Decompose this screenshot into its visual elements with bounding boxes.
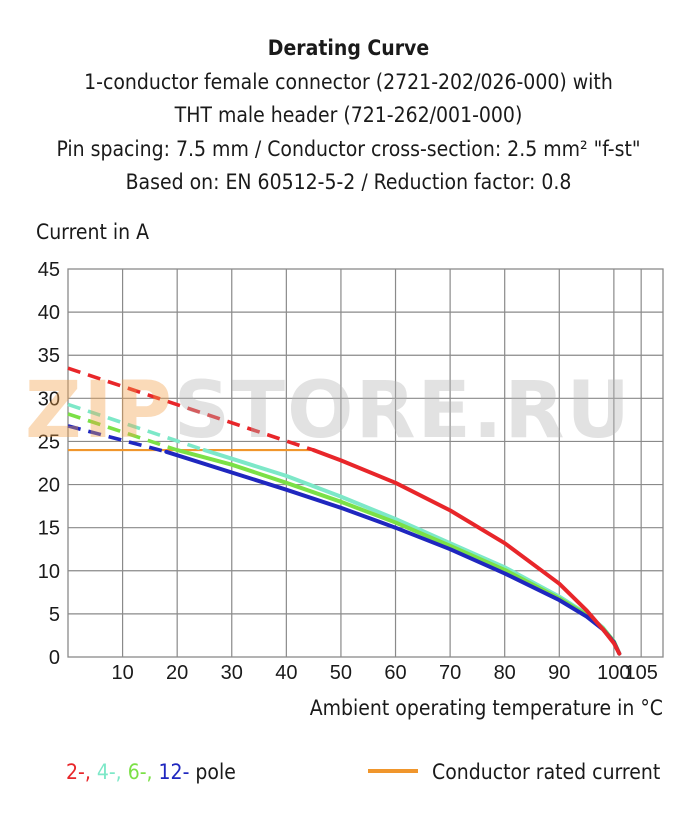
y-tick-label: 35: [38, 345, 60, 367]
legend-pole-2: 2-,: [66, 760, 91, 784]
chart-title-block: Derating Curve 1-conductor female connec…: [0, 32, 697, 200]
chart-ticks: 0 5 10 15 20 25 30 35 40 45 10 20 30 40 50 60 70 80 90 1001…: [38, 259, 658, 684]
x-tick-label: 100: [597, 662, 630, 684]
y-tick-label: 10: [38, 561, 60, 583]
legend-pole-4: 4-,: [96, 760, 122, 784]
y-tick-label: 0: [49, 647, 60, 669]
series-6pole-line: [175, 448, 622, 656]
x-tick-label: 20: [166, 662, 188, 684]
x-tick-label: 105: [624, 662, 657, 684]
x-tick-label: 80: [494, 662, 516, 684]
legend-rated-label: Conductor rated current: [432, 760, 661, 784]
x-tick-label: 30: [221, 662, 243, 684]
x-tick-label: 90: [548, 662, 570, 684]
chart-title: Derating Curve: [267, 36, 430, 60]
x-tick-label: 50: [330, 662, 352, 684]
watermark-part-b: STORE.RU: [173, 366, 632, 456]
legend-pole-6: 6-,: [127, 760, 153, 784]
y-tick-label: 25: [38, 431, 60, 453]
legend-poles: 2-, 4-, 6-, 12- pole: [66, 760, 236, 784]
legend-pole-12: 12-: [158, 760, 190, 784]
y-tick-label: 30: [38, 388, 60, 410]
y-tick-label: 45: [38, 259, 60, 281]
chart-subtitle-line-2: THT male header (721-262/001-000): [174, 103, 523, 127]
plot-frame: [67, 268, 664, 658]
x-tick-label: 60: [384, 662, 406, 684]
watermark-part-a: ZIP: [25, 366, 174, 456]
y-tick-label: 15: [38, 518, 60, 540]
x-tick-label: 40: [275, 662, 297, 684]
y-tick-label: 20: [38, 475, 60, 497]
series-2pole-line: [311, 448, 622, 656]
legend-rated-swatch: [368, 769, 418, 773]
legend-rated-current: Conductor rated current: [368, 760, 660, 784]
chart-subtitle-line-3: Pin spacing: 7.5 mm / Conductor cross-se…: [56, 136, 641, 161]
x-tick-label: 10: [111, 662, 133, 684]
series-6pole-dashed: [67, 412, 178, 452]
chart-series-layer: [67, 366, 622, 656]
series-4pole-dashed: [67, 402, 206, 452]
y-tick-label: 40: [38, 302, 60, 324]
y-tick-label: 5: [49, 604, 60, 626]
y-axis-label: Current in A: [36, 220, 150, 244]
chart-subtitle-line-1: 1-conductor female connector (2721-202/0…: [84, 69, 613, 94]
chart-subtitle-line-4: Based on: EN 60512-5-2 / Reduction facto…: [125, 170, 572, 194]
series-2pole-dashed: [67, 366, 315, 452]
series-12pole-dashed: [67, 424, 167, 454]
watermark-logo: ZIPSTORE.RU: [25, 366, 632, 456]
legend-pole-suffix: pole: [195, 760, 236, 784]
x-axis-label: Ambient operating temperature in °C: [309, 696, 663, 720]
series-4pole-line: [202, 448, 622, 656]
x-tick-label: 70: [439, 662, 461, 684]
chart-grid: [67, 268, 664, 658]
